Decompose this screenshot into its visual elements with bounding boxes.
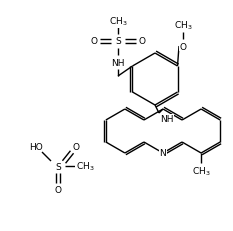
Text: S: S xyxy=(115,37,121,46)
Text: O: O xyxy=(179,42,186,51)
Text: O: O xyxy=(138,37,145,46)
Text: CH$_3$: CH$_3$ xyxy=(109,16,127,28)
Text: O: O xyxy=(90,37,97,46)
Text: CH$_3$: CH$_3$ xyxy=(76,160,94,173)
Text: NH: NH xyxy=(160,115,174,124)
Text: HO: HO xyxy=(29,142,43,151)
Text: S: S xyxy=(55,162,61,171)
Text: CH$_3$: CH$_3$ xyxy=(174,20,192,32)
Text: NH: NH xyxy=(111,58,125,67)
Text: O: O xyxy=(55,186,62,195)
Text: CH$_3$: CH$_3$ xyxy=(192,165,210,177)
Text: N: N xyxy=(160,149,166,158)
Text: O: O xyxy=(72,142,79,151)
